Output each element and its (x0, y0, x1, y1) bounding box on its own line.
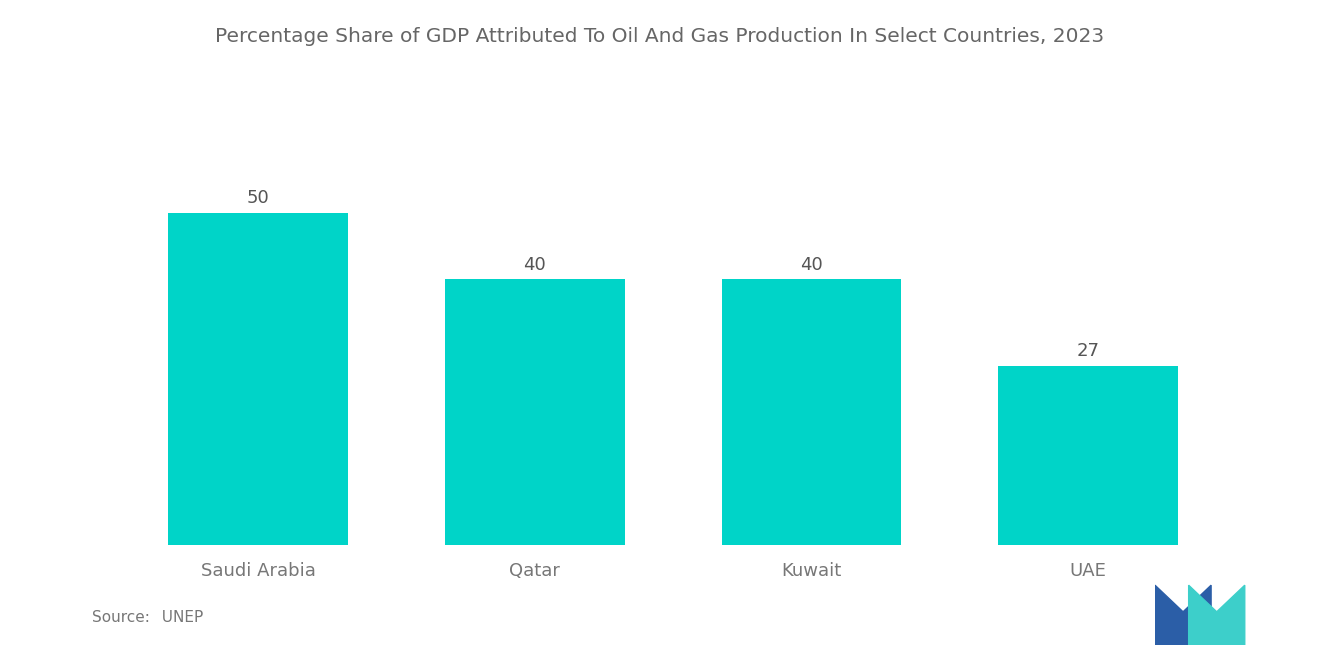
Bar (998, 366, 1177, 545)
Bar (169, 213, 348, 545)
Bar (722, 279, 902, 545)
Bar (445, 279, 624, 545)
Text: 40: 40 (800, 256, 822, 274)
Text: 27: 27 (1077, 342, 1100, 360)
Text: Percentage Share of GDP Attributed To Oil And Gas Production In Select Countries: Percentage Share of GDP Attributed To Oi… (215, 27, 1105, 46)
Text: Source:: Source: (92, 610, 150, 625)
Text: UNEP: UNEP (152, 610, 203, 625)
Text: 40: 40 (524, 256, 546, 274)
Polygon shape (1189, 585, 1245, 645)
Text: 50: 50 (247, 190, 269, 207)
Polygon shape (1155, 585, 1212, 645)
